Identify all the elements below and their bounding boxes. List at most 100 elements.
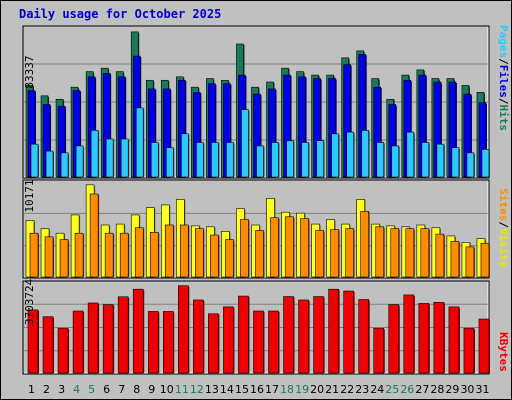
kbytes-bar-30 [463,327,475,374]
pages-bar-8 [135,107,144,178]
legend-kbytes-panel: KBytes [497,332,510,372]
pages-bar-25 [391,145,400,178]
panel-0 [22,25,490,179]
pages-bar-1 [30,143,39,178]
pages-bar-17 [271,142,279,178]
kbytes-bar-7 [117,296,129,374]
sites-bar-2 [44,236,54,278]
x-tick-23: 23 [355,383,369,396]
kbytes-bar-18 [283,296,294,374]
sites-bar-11 [180,224,189,278]
kbytes-bar-27 [418,303,430,374]
legend-sep-1: / [497,58,510,65]
sites-bar-15 [240,219,249,278]
x-tick-13: 13 [205,383,219,396]
chart-title: Daily usage for October 2025 [19,7,222,21]
kbytes-bar-11 [178,285,189,374]
sites-bar-22 [345,228,354,278]
pages-bar-27 [421,142,430,178]
kbytes-bar-1 [27,309,39,374]
x-tick-4: 4 [73,383,80,396]
pages-bar-19 [301,142,309,178]
pages-bar-10 [165,147,174,178]
kbytes-bar-26 [403,294,415,374]
pages-bar-9 [150,142,159,178]
hits-ymax-label: 83337 [23,55,36,88]
x-tick-8: 8 [133,383,140,396]
visits-ymax-label: 10171 [23,179,36,212]
x-tick-30: 30 [460,383,474,396]
kbytes-bar-20 [313,296,324,374]
sites-bar-5 [89,193,99,278]
x-tick-6: 6 [103,383,110,396]
sites-bar-17 [270,217,279,278]
sites-bar-8 [134,227,144,278]
pages-bar-4 [75,145,84,178]
sites-bar-26 [405,228,415,278]
x-tick-7: 7 [118,383,125,396]
sites-bar-28 [435,233,445,278]
legend-visits: Visits [497,228,510,268]
kbytes-bar-15 [238,295,249,374]
kbytes-bar-5 [87,302,99,374]
sites-bar-20 [315,230,324,278]
sites-bar-9 [149,231,159,278]
sites-bar-7 [119,232,129,278]
sites-bar-14 [225,239,234,278]
kbytes-bar-29 [448,306,460,374]
legend-hits: Hits [497,105,510,132]
sites-bar-18 [285,216,294,278]
legend-visits-panel: Sites/Visits [497,188,510,268]
x-tick-5: 5 [88,383,95,396]
sites-bar-27 [420,228,430,278]
kbytes-bar-16 [253,310,264,374]
pages-bar-24 [376,142,385,178]
kbytes-bar-2 [42,316,54,374]
kbytes-bar-13 [208,313,219,374]
kbytes-bar-21 [328,288,339,374]
kbytes-bar-28 [433,301,445,374]
x-tick-20: 20 [310,383,324,396]
kbytes-bar-22 [343,290,354,374]
x-tick-10: 10 [160,383,174,396]
kbytes-bar-9 [147,311,159,374]
x-tick-2: 2 [43,383,50,396]
kbytes-bar-31 [478,318,490,374]
sites-bar-24 [375,226,385,278]
kbytes-bar-10 [162,311,174,374]
pages-bar-21 [331,133,339,178]
pages-bar-28 [436,143,445,178]
x-tick-18: 18 [280,383,294,396]
pages-bar-30 [466,152,475,178]
pages-bar-26 [406,131,415,178]
pages-bar-16 [256,145,264,178]
pages-bar-7 [120,138,129,178]
pages-bar-14 [226,142,234,178]
kbytes-bar-8 [132,288,144,374]
sites-bar-4 [74,232,84,278]
legend-kbytes: KBytes [497,332,510,372]
x-tick-22: 22 [340,383,354,396]
x-tick-16: 16 [250,383,264,396]
pages-bar-29 [451,147,460,178]
pages-bar-22 [346,131,354,178]
sites-bar-6 [104,232,114,278]
pages-bar-31 [481,149,490,178]
sites-bar-23 [360,211,370,278]
legend-hits-panel: Pages/Files/Hits [497,25,510,131]
x-tick-11: 11 [175,383,189,396]
sites-bar-16 [255,230,264,278]
sites-bar-10 [164,224,174,278]
x-tick-28: 28 [430,383,444,396]
kbytes-bar-25 [388,304,400,374]
legend-pages: Pages [497,25,510,58]
pages-bar-15 [241,109,249,178]
kbytes-bar-14 [223,306,234,374]
sites-bar-1 [29,232,39,278]
sites-bar-13 [210,234,219,278]
pages-bar-12 [196,142,204,178]
sites-bar-21 [330,229,339,278]
x-tick-29: 29 [445,383,459,396]
legend-sites: Sites [497,188,510,221]
sites-bar-3 [59,239,69,278]
